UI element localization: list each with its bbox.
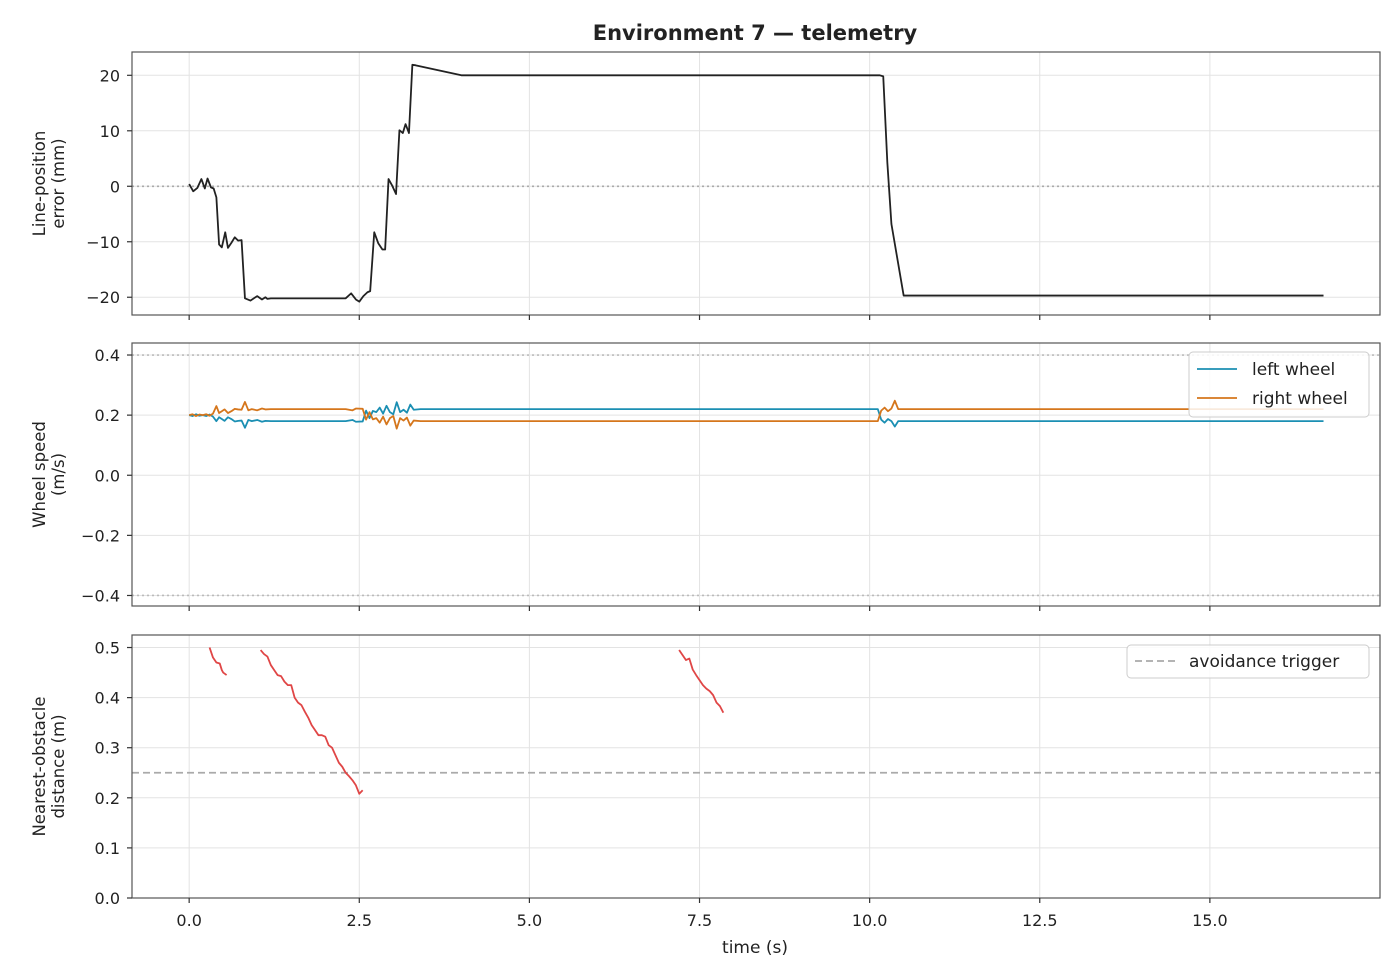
axes-frame [131,342,1381,607]
legend-obstacle: avoidance trigger [1126,644,1370,679]
y-axis-label-line: distance (m) [49,714,68,818]
y-tick-label: −20 [86,288,120,307]
y-axis-label-line: (m/s) [49,453,68,496]
y-axis-label: Wheel speed(m/s) [30,421,68,528]
series-line-0-0 [188,63,1324,303]
x-tick-label: 10.0 [852,911,888,930]
y-tick-label: 0.3 [95,739,120,758]
x-tick-label: 15.0 [1192,911,1228,930]
y-tick-label: 0.5 [95,639,120,658]
y-axis-label-line: error (mm) [49,138,68,228]
y-tick-label: 10 [100,122,120,141]
y-axis-label: Line-positionerror (mm) [30,131,68,237]
y-axis-label-line: Nearest-obstacle [30,696,49,836]
y-tick-label: 20 [100,66,120,85]
chart-title: Environment 7 — telemetry [593,21,918,45]
axes-frame [131,634,1381,899]
y-axis-label-line: Line-position [30,131,49,237]
x-tick-label: 0.0 [176,911,201,930]
y-tick-label: 0.0 [95,466,120,485]
x-axis-label: time (s) [722,938,788,958]
x-tick-label: 7.5 [687,911,712,930]
plot-area [132,52,1380,315]
y-tick-label: 0.0 [95,889,120,908]
x-tick-label: 2.5 [347,911,372,930]
y-tick-label: −0.2 [81,526,120,545]
axes-frame [131,51,1381,316]
y-tick-label: −10 [86,233,120,252]
x-tick-label: 5.0 [517,911,542,930]
y-tick-label: 0.4 [95,346,120,365]
obstacle-distance-panel: 0.0 2.5 5.0 7.5 10.0 12.5 15.0 0.5 0.4 0.3 0.2 0.1 0… [30,634,1381,930]
plot-area [132,343,1380,606]
series-line-2-0 [208,647,228,676]
left-wheel-line [188,401,1324,429]
line-error-panel: 20 10 0 −10 −20 Line-positionerror (mm) [30,51,1381,320]
y-tick-label: 0.4 [95,689,120,708]
legend-right-wheel-label: right wheel [1252,389,1348,409]
legend-left-wheel-label: left wheel [1252,360,1335,380]
plot-area [132,635,1380,898]
wheel-speed-panel: 0.4 0.2 0.0 −0.2 −0.4 Wheel speed(m/s) [30,342,1381,611]
legend-wheels: left wheel right wheel [1188,351,1370,418]
legend-avoidance-trigger-label: avoidance trigger [1189,652,1339,672]
legend-obstacle-box [1126,644,1370,679]
series-line-2-0 [259,649,364,795]
y-tick-label: −0.4 [81,586,120,605]
x-tick-label: 12.5 [1022,911,1058,930]
y-tick-label: 0.2 [95,406,120,425]
y-axis-label-line: Wheel speed [30,421,49,528]
series-line-2-0 [678,649,725,714]
y-tick-label: 0 [110,177,120,196]
y-tick-label: 0.2 [95,789,120,808]
y-tick-label: 0.1 [95,839,120,858]
right-wheel-line [188,399,1324,430]
y-axis-label: Nearest-obstacledistance (m) [30,696,68,836]
